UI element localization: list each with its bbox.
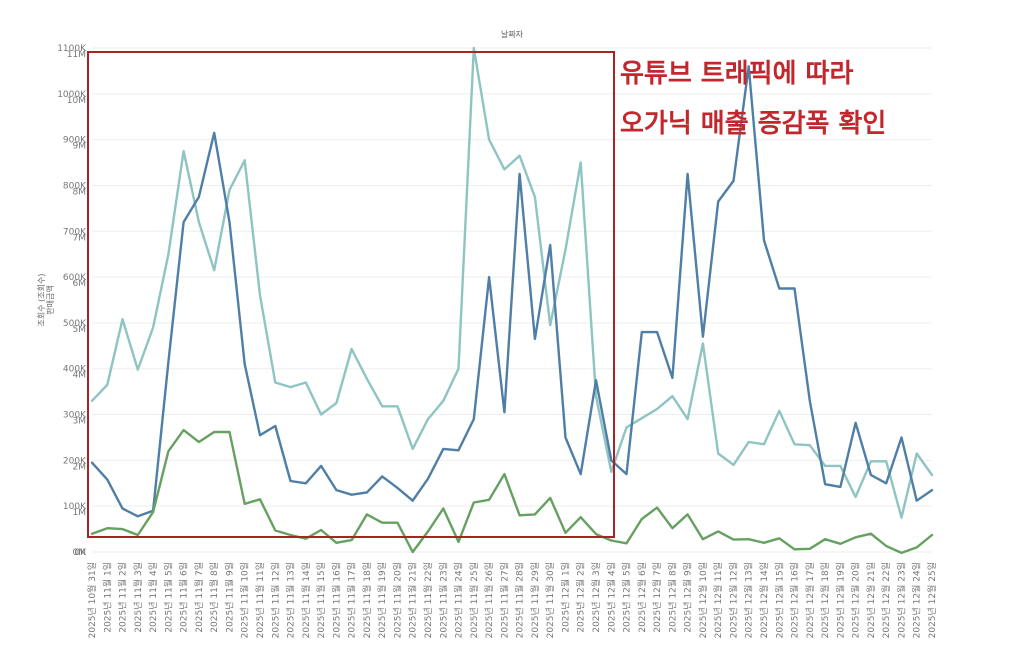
- left-tick-label: 400K: [63, 365, 87, 375]
- right-tick-label: 6M: [73, 279, 87, 289]
- right-tick-label: 7M: [73, 233, 87, 243]
- right-tick-label: 0M: [73, 548, 87, 558]
- right-tick-label: 9M: [73, 142, 87, 152]
- left-tick-label: 1100K: [57, 44, 87, 54]
- x-tick-label: 2025년 12월 11일: [712, 562, 724, 638]
- x-tick-label: 2025년 11월 9일: [223, 562, 235, 633]
- x-tick-label: 2025년 10월 31일: [86, 562, 98, 638]
- x-tick-label: 2025년 12월 7일: [651, 562, 663, 633]
- right-tick-label: 1M: [73, 508, 87, 518]
- right-tick-label: 2M: [73, 462, 87, 472]
- x-tick-label: 2025년 12월 19일: [834, 562, 846, 638]
- x-tick-label: 2025년 11월 12일: [269, 562, 281, 638]
- x-tick-label: 2025년 11월 18일: [361, 562, 373, 638]
- x-tick-label: 2025년 11월 4일: [147, 562, 159, 633]
- left-tick-label: 700K: [63, 227, 87, 237]
- chart-title: 날짜자: [501, 29, 524, 39]
- x-tick-label: 2025년 11월 23일: [437, 562, 449, 638]
- left-tick-label: 100K: [63, 502, 87, 512]
- x-tick-label: 2025년 11월 13일: [285, 562, 297, 638]
- x-tick-label: 2025년 12월 17일: [804, 562, 816, 638]
- x-axis-ticks: 2025년 10월 31일 2025년 11월 1일 2025년 11월 2일 202…: [86, 562, 938, 638]
- right-tick-label: 4M: [73, 371, 87, 381]
- series-line-3: [90, 428, 934, 555]
- left-tick-label: 500K: [63, 319, 87, 329]
- y-axis-label-line: 조회수 (조회수): [37, 274, 46, 327]
- x-tick-label: 2025년 12월 21일: [865, 562, 877, 638]
- x-tick-label: 2025년 12월 16일: [789, 562, 801, 638]
- gridlines: [92, 47, 932, 553]
- x-tick-label: 2025년 11월 2일: [117, 562, 129, 633]
- x-tick-label: 2025년 11월 11일: [254, 562, 266, 638]
- x-tick-label: 2025년 12월 1일: [559, 562, 571, 633]
- x-tick-label: 2025년 11월 10일: [239, 562, 251, 638]
- x-tick-label: 2025년 11월 25일: [468, 562, 480, 638]
- y-axis-label: 조회수 (조회수) 판매금액: [37, 274, 55, 327]
- right-axis-ticks: 0M 1M 2M 3M 4M 5M 6M 7M 8M 9M 10M 11M: [67, 50, 86, 558]
- x-tick-label: 2025년 12월 2일: [575, 562, 587, 633]
- x-tick-label: 2025년 12월 5일: [621, 562, 633, 633]
- x-tick-label: 2025년 11월 26일: [483, 562, 495, 638]
- right-tick-label: 5M: [73, 325, 87, 335]
- x-tick-label: 2025년 11월 5일: [162, 562, 174, 633]
- x-tick-label: 2025년 11월 19일: [376, 562, 388, 638]
- x-tick-label: 2025년 11월 24일: [453, 562, 465, 638]
- x-tick-label: 2025년 12월 13일: [743, 562, 755, 638]
- left-tick-label: 800K: [63, 181, 87, 191]
- x-tick-label: 2025년 11월 30일: [544, 562, 556, 638]
- x-tick-label: 2025년 11월 29일: [529, 562, 541, 638]
- y-axis-label-line: 판매금액: [45, 285, 55, 314]
- x-tick-label: 2025년 12월 9일: [682, 562, 694, 633]
- series-lines: [90, 46, 934, 555]
- x-tick-label: 2025년 12월 6일: [636, 562, 648, 633]
- left-tick-label: 900K: [63, 136, 87, 146]
- x-tick-label: 2025년 12월 22일: [880, 562, 892, 638]
- left-tick-label: 1000K: [57, 90, 87, 100]
- x-tick-label: 2025년 12월 25일: [926, 562, 938, 638]
- x-tick-label: 2025년 12월 14일: [758, 562, 770, 638]
- right-tick-label: 11M: [67, 50, 86, 60]
- left-tick-label: 300K: [63, 411, 87, 421]
- x-tick-label: 2025년 12월 20일: [850, 562, 862, 638]
- annotation-line-1: 유튜브 트래픽에 따라: [620, 59, 853, 89]
- right-tick-label: 10M: [67, 96, 86, 106]
- left-tick-label: 200K: [63, 456, 87, 466]
- x-tick-label: 2025년 11월 28일: [514, 562, 526, 638]
- right-tick-label: 3M: [73, 417, 87, 427]
- x-tick-label: 2025년 11월 1일: [101, 562, 113, 633]
- x-tick-label: 2025년 11월 3일: [132, 562, 144, 633]
- left-tick-label: 600K: [63, 273, 87, 283]
- x-tick-label: 2025년 12월 8일: [666, 562, 678, 633]
- x-tick-label: 2025년 11월 27일: [498, 562, 510, 638]
- x-tick-label: 2025년 11월 22일: [422, 562, 434, 638]
- x-tick-label: 2025년 11월 21일: [407, 562, 419, 638]
- annotation-line-2: 오가닉 매출 증감폭 확인: [620, 109, 886, 139]
- x-tick-label: 2025년 12월 3일: [590, 562, 602, 633]
- x-tick-label: 2025년 12월 15일: [773, 562, 785, 638]
- x-tick-label: 2025년 12월 18일: [819, 562, 831, 638]
- x-tick-label: 2025년 12월 10일: [697, 562, 709, 638]
- x-tick-label: 2025년 11월 7일: [193, 562, 205, 633]
- x-tick-label: 2025년 12월 23일: [895, 562, 907, 638]
- x-tick-label: 2025년 11월 6일: [178, 562, 190, 633]
- x-tick-label: 2025년 12월 24일: [911, 562, 923, 638]
- x-tick-label: 2025년 11월 15일: [315, 562, 327, 638]
- x-tick-label: 2025년 11월 17일: [346, 562, 358, 638]
- left-axis-ticks: 0K 100K 200K 300K 400K 500K 600K 700K 800K 900K 10…: [57, 44, 87, 558]
- series-line-1: [90, 46, 934, 519]
- x-tick-label: 2025년 12월 12일: [727, 562, 739, 638]
- x-tick-label: 2025년 12월 4일: [605, 562, 617, 633]
- series-line-2: [90, 65, 934, 518]
- x-tick-label: 2025년 11월 14일: [300, 562, 312, 638]
- highlight-box: [87, 51, 615, 538]
- x-tick-label: 2025년 11월 20일: [391, 562, 403, 638]
- x-tick-label: 2025년 11월 8일: [208, 562, 220, 633]
- left-tick-label: 0K: [74, 548, 87, 558]
- x-tick-label: 2025년 11월 16일: [330, 562, 342, 638]
- right-tick-label: 8M: [73, 187, 87, 197]
